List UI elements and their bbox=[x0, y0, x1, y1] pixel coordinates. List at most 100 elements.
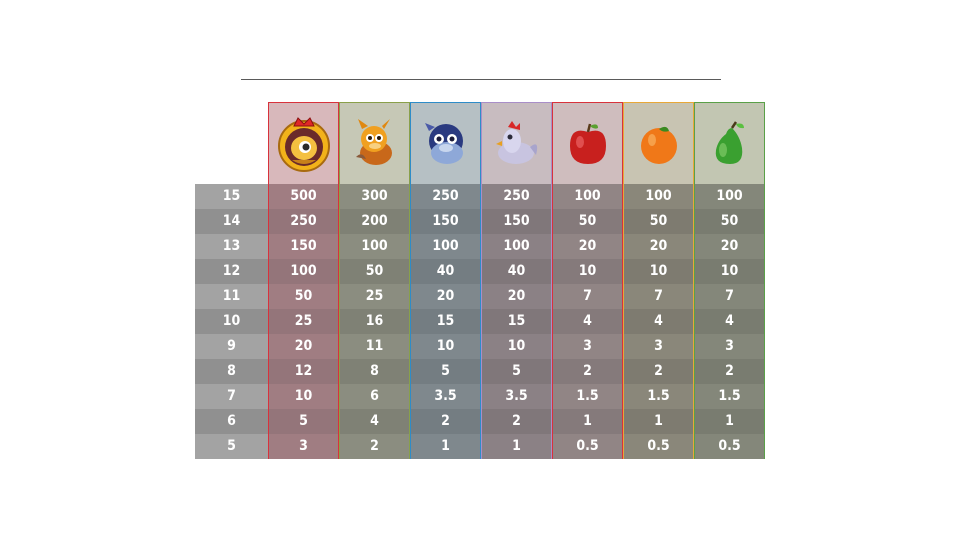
paytable: 15 14 13 12 11 10 9 8 7 6 5 500 250 150 100 50 25 20 12 10… bbox=[195, 102, 766, 459]
payout-value: 250 bbox=[482, 184, 551, 209]
payout-value: 2 bbox=[411, 409, 480, 434]
payout-value: 7 bbox=[553, 284, 622, 309]
symbol-header bbox=[482, 103, 551, 185]
payout-value: 0.5 bbox=[624, 434, 693, 459]
payout-value: 150 bbox=[411, 209, 480, 234]
payout-value: 20 bbox=[269, 334, 338, 359]
symbol-column: 300 200 100 50 25 16 11 8 6 4 2 bbox=[339, 102, 410, 459]
payout-value: 20 bbox=[482, 284, 551, 309]
row-count-label: 8 bbox=[195, 359, 268, 384]
payout-value: 3 bbox=[695, 334, 764, 359]
payout-value: 10 bbox=[482, 334, 551, 359]
dragon-king-icon bbox=[274, 114, 334, 174]
payout-value: 20 bbox=[411, 284, 480, 309]
payout-value: 3.5 bbox=[411, 384, 480, 409]
payout-value: 11 bbox=[340, 334, 409, 359]
payout-value: 1.5 bbox=[553, 384, 622, 409]
symbol-header bbox=[340, 103, 409, 185]
payout-value: 200 bbox=[340, 209, 409, 234]
payout-value: 50 bbox=[553, 209, 622, 234]
row-count-label: 14 bbox=[195, 209, 268, 234]
payout-value: 6 bbox=[340, 384, 409, 409]
payout-value: 16 bbox=[340, 309, 409, 334]
payout-value: 10 bbox=[411, 334, 480, 359]
payout-value: 3 bbox=[624, 334, 693, 359]
symbol-column: 250 150 100 40 20 15 10 5 3.5 2 1 bbox=[481, 102, 552, 459]
payout-value: 15 bbox=[482, 309, 551, 334]
payout-value: 25 bbox=[340, 284, 409, 309]
payout-value: 15 bbox=[411, 309, 480, 334]
payout-value: 5 bbox=[482, 359, 551, 384]
orange-icon bbox=[637, 122, 681, 166]
row-count-label: 11 bbox=[195, 284, 268, 309]
payout-value: 1 bbox=[553, 409, 622, 434]
payout-value: 7 bbox=[695, 284, 764, 309]
payout-value: 10 bbox=[624, 259, 693, 284]
payout-value: 1 bbox=[624, 409, 693, 434]
payout-value: 12 bbox=[269, 359, 338, 384]
payout-value: 40 bbox=[411, 259, 480, 284]
payout-value: 2 bbox=[624, 359, 693, 384]
payout-value: 250 bbox=[411, 184, 480, 209]
pear-icon bbox=[708, 120, 752, 168]
symbol-column: 100 50 20 10 7 4 3 2 1.5 1 0.5 bbox=[552, 102, 623, 459]
row-count-label: 12 bbox=[195, 259, 268, 284]
symbol-header bbox=[695, 103, 764, 185]
payout-value: 150 bbox=[482, 209, 551, 234]
symbol-header bbox=[553, 103, 622, 185]
payout-value: 4 bbox=[340, 409, 409, 434]
payout-value: 2 bbox=[482, 409, 551, 434]
payout-value: 100 bbox=[624, 184, 693, 209]
payout-value: 1 bbox=[695, 409, 764, 434]
row-count-label: 15 bbox=[195, 184, 268, 209]
row-count-label: 6 bbox=[195, 409, 268, 434]
payout-value: 2 bbox=[340, 434, 409, 459]
yellow-dragon-icon bbox=[348, 117, 402, 171]
payout-value: 50 bbox=[269, 284, 338, 309]
payout-value: 10 bbox=[695, 259, 764, 284]
payout-value: 4 bbox=[553, 309, 622, 334]
payout-value: 25 bbox=[269, 309, 338, 334]
row-count-label: 7 bbox=[195, 384, 268, 409]
payout-value: 100 bbox=[553, 184, 622, 209]
payout-value: 4 bbox=[624, 309, 693, 334]
payout-value: 20 bbox=[695, 234, 764, 259]
payout-value: 100 bbox=[340, 234, 409, 259]
symbol-header bbox=[269, 103, 338, 185]
payout-value: 100 bbox=[411, 234, 480, 259]
header-divider bbox=[241, 79, 721, 80]
rooster-icon bbox=[490, 117, 544, 171]
payout-value: 40 bbox=[482, 259, 551, 284]
payout-value: 2 bbox=[553, 359, 622, 384]
payout-value: 100 bbox=[269, 259, 338, 284]
payout-value: 1 bbox=[482, 434, 551, 459]
row-count-label: 5 bbox=[195, 434, 268, 459]
payout-value: 5 bbox=[411, 359, 480, 384]
apple-icon bbox=[566, 120, 610, 168]
payout-value: 3.5 bbox=[482, 384, 551, 409]
payout-value: 7 bbox=[624, 284, 693, 309]
payout-value: 300 bbox=[340, 184, 409, 209]
symbol-column: 250 150 100 40 20 15 10 5 3.5 2 1 bbox=[410, 102, 481, 459]
payout-value: 5 bbox=[269, 409, 338, 434]
payout-value: 10 bbox=[269, 384, 338, 409]
payout-value: 250 bbox=[269, 209, 338, 234]
symbol-column: 500 250 150 100 50 25 20 12 10 5 3 bbox=[268, 102, 339, 459]
row-count-label: 9 bbox=[195, 334, 268, 359]
payout-value: 50 bbox=[624, 209, 693, 234]
payout-value: 50 bbox=[695, 209, 764, 234]
payout-value: 20 bbox=[553, 234, 622, 259]
payout-value: 2 bbox=[695, 359, 764, 384]
payout-value: 10 bbox=[553, 259, 622, 284]
symbol-header bbox=[624, 103, 693, 185]
symbol-header bbox=[411, 103, 480, 185]
payout-value: 1.5 bbox=[695, 384, 764, 409]
row-count-label: 10 bbox=[195, 309, 268, 334]
symbol-column: 100 50 20 10 7 4 3 2 1.5 1 0.5 bbox=[694, 102, 765, 459]
payout-value: 1 bbox=[411, 434, 480, 459]
symbol-column: 100 50 20 10 7 4 3 2 1.5 1 0.5 bbox=[623, 102, 694, 459]
blue-dragon-icon bbox=[419, 117, 473, 171]
payout-value: 150 bbox=[269, 234, 338, 259]
payout-value: 3 bbox=[269, 434, 338, 459]
payout-value: 4 bbox=[695, 309, 764, 334]
